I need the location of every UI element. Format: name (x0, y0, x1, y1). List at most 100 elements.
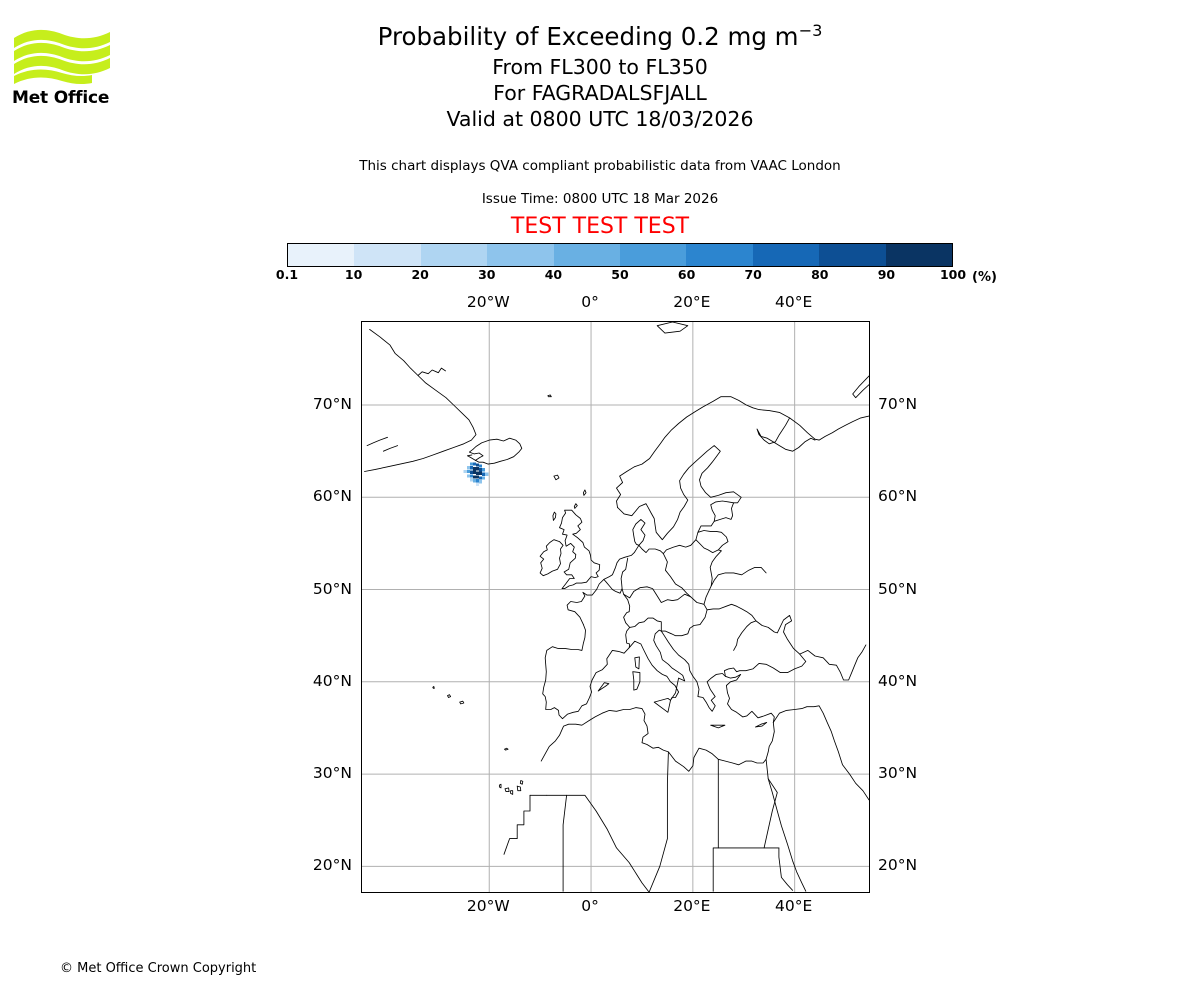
colorbar-tick: 50 (611, 267, 629, 282)
lat-tick-label-right: 50°N (878, 579, 918, 598)
coastline-path (516, 785, 522, 792)
lat-tick-label-right: 20°N (878, 856, 918, 875)
coastline-path (799, 644, 867, 681)
coastline-path (573, 503, 578, 509)
coastline-path (634, 656, 640, 670)
map-plot-area[interactable] (361, 321, 870, 893)
graticule-lines (362, 322, 869, 892)
lon-tick-label-top: 20°W (466, 293, 510, 311)
met-office-logo-text: Met Office (12, 88, 110, 108)
ash-probability-cell (475, 467, 480, 471)
title-flight-levels: From FL300 to FL350 (492, 55, 708, 79)
copyright-notice: © Met Office Crown Copyright (60, 961, 257, 976)
coastline-path (706, 603, 757, 622)
ash-probability-cell (475, 471, 480, 475)
colorbar-segment (288, 244, 355, 266)
coastline-path (597, 682, 610, 692)
coastline-path (459, 700, 465, 705)
ash-probability-cell (482, 467, 486, 472)
lon-tick-label-top: 20°E (673, 293, 711, 311)
colorbar-tick-labels: 0.1 10 20 30 40 50 60 70 80 90 100 (276, 267, 966, 287)
coastline-path (559, 509, 601, 590)
coastline-path (364, 328, 477, 472)
coastline-path (653, 697, 671, 713)
colorbar-segment (619, 244, 687, 266)
ash-probability-cell (466, 469, 470, 474)
coastline-path (710, 724, 726, 729)
page-title: Probability of Exceeding 0.2 mg m−3 (0, 22, 1200, 52)
lat-tick-label-left: 60°N (312, 487, 352, 506)
coastline-path (539, 539, 564, 577)
ash-probability-cell (469, 474, 474, 478)
coastline-path (432, 685, 435, 689)
colorbar-tick: 40 (544, 267, 563, 282)
coastline-path (772, 705, 869, 801)
coastline-path (498, 783, 502, 789)
coastline-path (763, 778, 778, 849)
ash-probability-cell (479, 467, 483, 472)
coastline-path (542, 624, 686, 720)
ash-probability-cell (475, 482, 480, 487)
lat-tick-label-left: 50°N (312, 579, 352, 598)
coastline-path (382, 445, 399, 452)
lon-tick-label-bottom: 20°W (466, 897, 510, 915)
colorbar-segment (487, 244, 554, 266)
coastline-path (562, 794, 568, 892)
ash-probability-cell (472, 470, 477, 475)
lat-tick-label-left: 40°N (312, 671, 352, 690)
coastline-path (756, 417, 816, 452)
ash-probability-cell (482, 476, 486, 480)
lat-tick-label-right: 60°N (878, 487, 918, 506)
ash-probability-cell (475, 479, 480, 483)
coastline-path (616, 396, 820, 508)
coastline-path (540, 707, 775, 772)
probability-colorbar (287, 243, 953, 267)
ash-probability-cells (463, 462, 489, 487)
ash-probability-cell (475, 463, 480, 467)
ash-probability-cell (479, 479, 483, 484)
coastline-path (648, 751, 669, 892)
ash-probability-cell (475, 475, 480, 479)
coastline-path (632, 671, 641, 691)
ash-probability-cell (466, 466, 470, 470)
issue-time: Issue Time: 0800 UTC 18 Mar 2026 (481, 191, 719, 207)
coastline-path (723, 614, 807, 723)
coastline-path (755, 721, 768, 728)
coastline-path (447, 694, 452, 698)
coastline-path (660, 630, 726, 712)
colorbar-unit-label: (%) (972, 270, 997, 285)
coastline-path (503, 794, 531, 855)
colorbar-tick: 20 (411, 267, 429, 282)
lon-tick-label-bottom: 0° (581, 897, 599, 915)
colorbar-tick: 0.1 (275, 267, 299, 282)
qva-note: This chart displays QVA compliant probab… (359, 158, 841, 174)
coastline-path (662, 553, 692, 598)
colorbar-gradient (287, 243, 953, 267)
coastline-path (765, 758, 807, 892)
coastline-path (566, 544, 640, 626)
met-office-logo: Met Office (12, 24, 122, 114)
ash-probability-cell (472, 475, 477, 479)
colorbar-segment (819, 244, 886, 266)
coastline-path (519, 780, 524, 785)
coastline-path (703, 566, 767, 605)
coastline-path (546, 794, 650, 892)
title-valid-time: Valid at 0800 UTC 18/03/2026 (446, 107, 754, 131)
lat-tick-label-left: 20°N (312, 856, 352, 875)
coastlines-and-borders (364, 322, 869, 892)
ash-probability-cell (466, 474, 470, 478)
coastline-path (709, 549, 722, 587)
colorbar-tick: 30 (478, 267, 496, 282)
coastline-path (504, 787, 510, 793)
coastline-path (547, 394, 552, 398)
coastline-path (656, 322, 689, 334)
coastline-path (552, 511, 557, 521)
ash-probability-cell (469, 462, 474, 466)
ash-probability-cell (469, 478, 474, 482)
lat-tick-label-left: 70°N (312, 395, 352, 414)
coastline-path (553, 474, 560, 481)
title-volcano: For FAGRADALSFJALL (493, 81, 707, 105)
ash-probability-cell (479, 476, 483, 480)
coastline-path (510, 790, 514, 795)
coastline-path (417, 367, 446, 376)
